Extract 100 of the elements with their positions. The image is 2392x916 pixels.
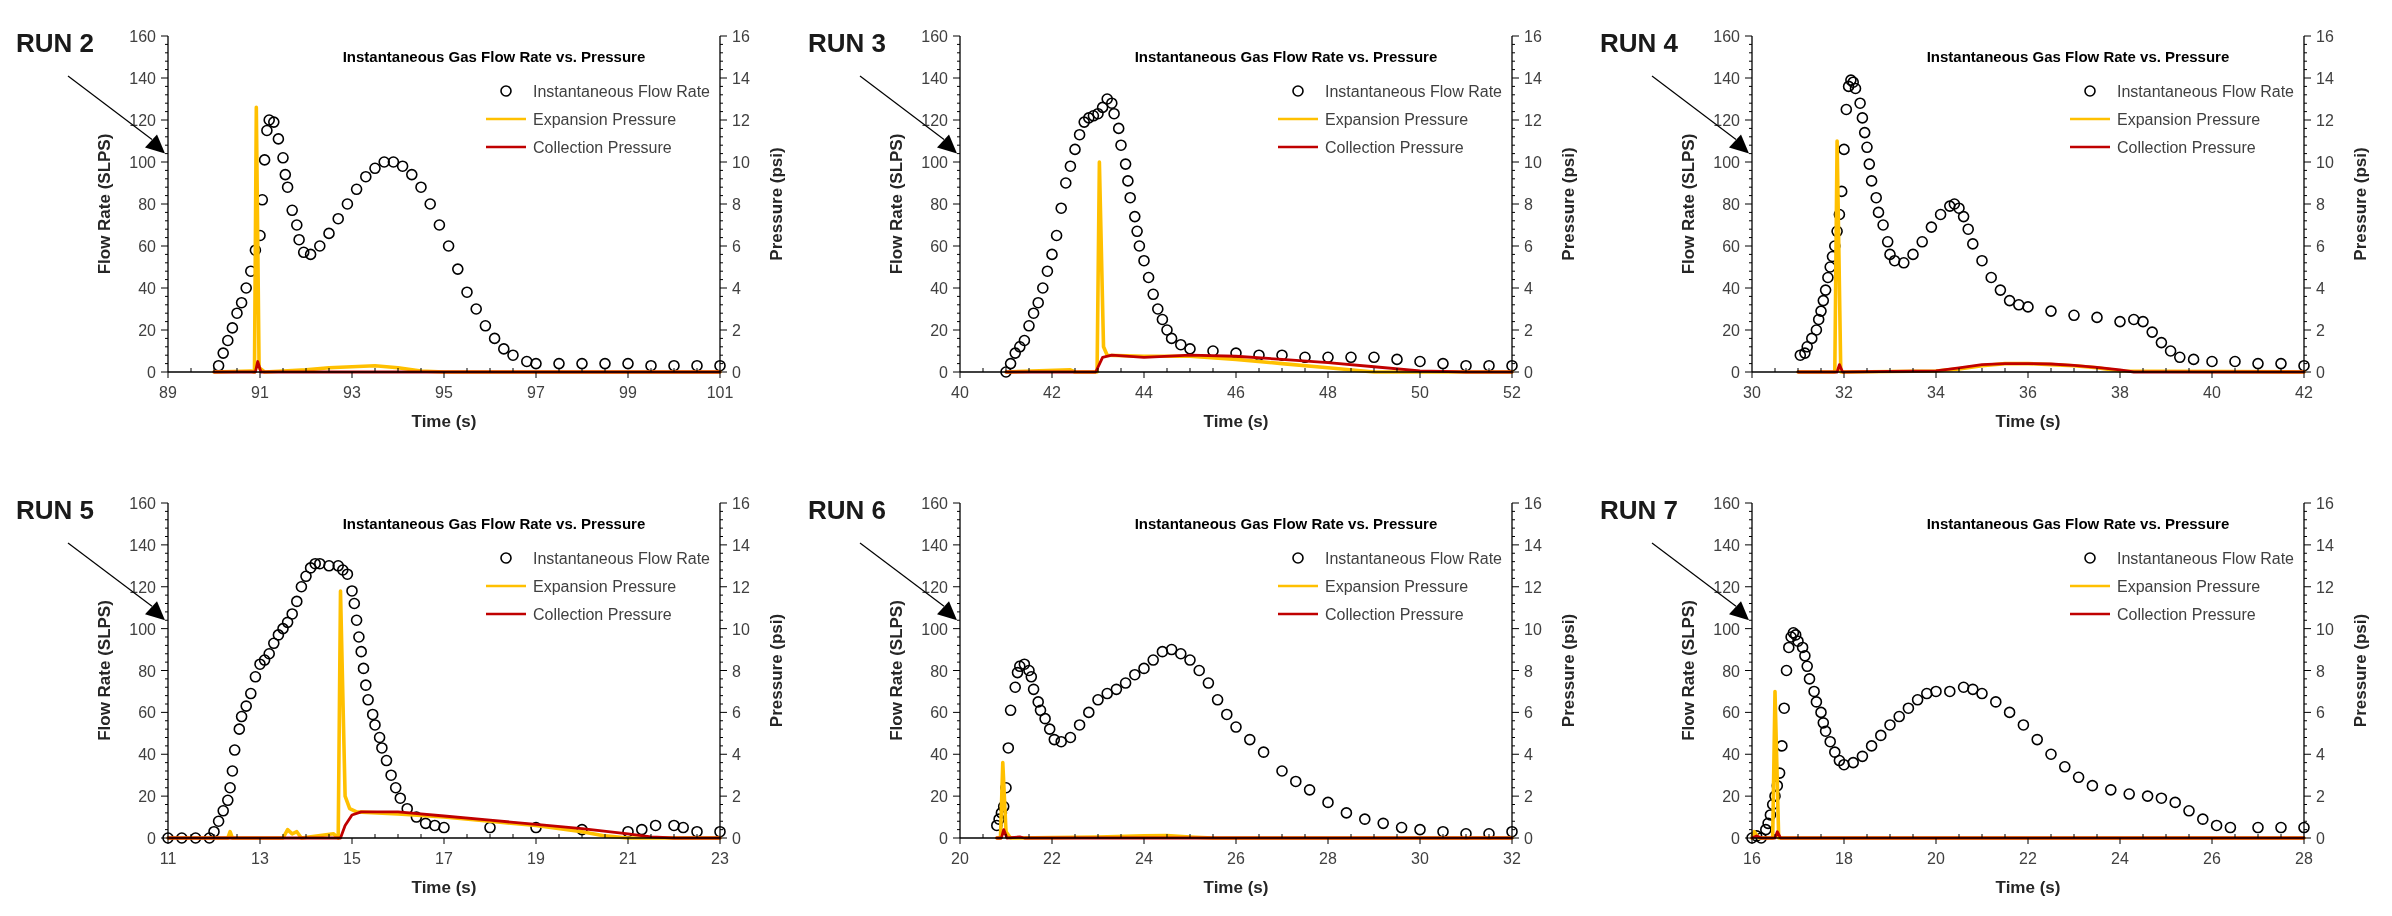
y2-tick-label: 6 xyxy=(732,238,741,255)
y2-tick-label: 6 xyxy=(732,704,741,722)
y2-tick-label: 10 xyxy=(732,620,750,638)
y2-tick-label: 0 xyxy=(2316,830,2325,847)
point xyxy=(1069,143,1081,156)
y2-tick-label: 2 xyxy=(732,788,741,806)
x-tick-label: 34 xyxy=(1927,384,1945,401)
y-tick-label: 140 xyxy=(1713,536,1741,554)
y-tick-label: 40 xyxy=(930,746,949,764)
point xyxy=(272,133,285,145)
y-tick-label: 160 xyxy=(1713,495,1741,512)
point xyxy=(488,332,501,345)
y-tick-label: 100 xyxy=(921,620,949,638)
point xyxy=(1048,733,1061,746)
text: RUN 2 xyxy=(16,28,95,58)
x-tick-label: 52 xyxy=(1503,384,1521,401)
point xyxy=(1041,265,1054,277)
x-tick-label: 22 xyxy=(1043,850,1061,867)
text: Instantaneous Gas Flow Rate vs. Pressure xyxy=(1926,515,2230,532)
point xyxy=(314,240,326,252)
y-tick-label: 40 xyxy=(1722,746,1741,764)
point xyxy=(268,116,280,128)
point xyxy=(1184,343,1196,355)
y2-tick-label: 14 xyxy=(1524,70,1542,87)
x-tick-label: 40 xyxy=(2203,384,2221,401)
y-tick-label: 0 xyxy=(147,830,157,847)
y2-tick-label: 4 xyxy=(2316,746,2325,764)
point xyxy=(293,233,305,246)
y2-tick-label: 12 xyxy=(1524,112,1542,129)
y2-axis-title: Pressure (psi) xyxy=(767,613,786,728)
legend-label: Collection Pressure xyxy=(533,139,672,156)
point xyxy=(668,359,680,372)
point xyxy=(1165,643,1178,656)
point xyxy=(231,307,243,319)
point xyxy=(1340,807,1353,819)
x-tick-label: 42 xyxy=(2295,384,2313,401)
point xyxy=(291,219,303,231)
point xyxy=(1060,177,1072,189)
x-axis-title: Time (s) xyxy=(411,412,477,431)
y-tick-label: 60 xyxy=(138,238,157,255)
x-tick-label: 101 xyxy=(706,384,734,401)
x-tick-label: 44 xyxy=(1135,384,1153,401)
y-tick-label: 40 xyxy=(930,280,949,297)
y2-tick-label: 2 xyxy=(2316,788,2325,806)
x-tick-label: 50 xyxy=(1411,384,1429,401)
y2-tick-label: 2 xyxy=(2316,322,2325,339)
x-tick-label: 48 xyxy=(1319,384,1337,401)
point xyxy=(1073,719,1086,731)
x-tick-label: 30 xyxy=(1743,384,1761,401)
y-tick-label: 60 xyxy=(930,238,949,255)
point xyxy=(1483,359,1495,372)
point xyxy=(1055,735,1067,748)
y2-tick-label: 8 xyxy=(732,196,741,213)
y-tick-label: 20 xyxy=(138,322,157,339)
point xyxy=(1039,712,1051,725)
y-tick-label: 80 xyxy=(930,662,949,680)
point xyxy=(1133,240,1146,252)
point xyxy=(261,124,273,137)
point xyxy=(1276,765,1288,777)
point xyxy=(1156,313,1169,326)
x-tick-label: 91 xyxy=(251,384,269,401)
y-tick-label: 40 xyxy=(1722,280,1741,297)
y-tick-label: 120 xyxy=(921,578,949,596)
x-tick-label: 93 xyxy=(343,384,361,401)
x-axis-title: Time (s) xyxy=(1995,878,2061,897)
x-axis-title: Time (s) xyxy=(411,878,477,897)
point xyxy=(1092,694,1104,706)
point xyxy=(1004,704,1017,717)
y2-tick-label: 16 xyxy=(2316,28,2334,45)
x-tick-label: 38 xyxy=(2111,384,2129,401)
point xyxy=(1221,708,1233,721)
y-tick-label: 140 xyxy=(921,536,949,554)
point xyxy=(645,359,657,372)
point xyxy=(1002,742,1015,754)
y-tick-label: 160 xyxy=(921,28,949,45)
point xyxy=(1023,664,1035,677)
y2-tick-label: 10 xyxy=(1524,154,1542,171)
point xyxy=(1083,112,1095,124)
point xyxy=(1023,320,1035,332)
y-tick-label: 40 xyxy=(138,280,157,297)
text: RUN 3 xyxy=(808,28,887,58)
y-axis-title: Flow Rate (SLPS) xyxy=(887,133,906,275)
legend-label: Collection Pressure xyxy=(1325,139,1464,156)
point xyxy=(1027,683,1040,696)
y-axis-title: Flow Rate (SLPS) xyxy=(887,600,906,741)
x-tick-label: 24 xyxy=(1135,850,1153,867)
legend-label: Expansion Pressure xyxy=(533,578,677,595)
point xyxy=(1161,324,1173,336)
point xyxy=(1087,110,1100,122)
y2-tick-label: 2 xyxy=(1524,788,1533,806)
y-tick-label: 0 xyxy=(939,830,949,847)
y2-tick-label: 8 xyxy=(732,662,741,680)
y-tick-label: 140 xyxy=(1713,70,1741,87)
y2-tick-label: 12 xyxy=(2316,112,2334,129)
y-tick-label: 60 xyxy=(138,704,157,722)
y-tick-label: 60 xyxy=(930,704,949,722)
y2-tick-label: 6 xyxy=(1524,704,1533,722)
point xyxy=(341,198,354,210)
y2-tick-label: 4 xyxy=(1524,746,1533,764)
y-tick-label: 120 xyxy=(129,112,157,129)
